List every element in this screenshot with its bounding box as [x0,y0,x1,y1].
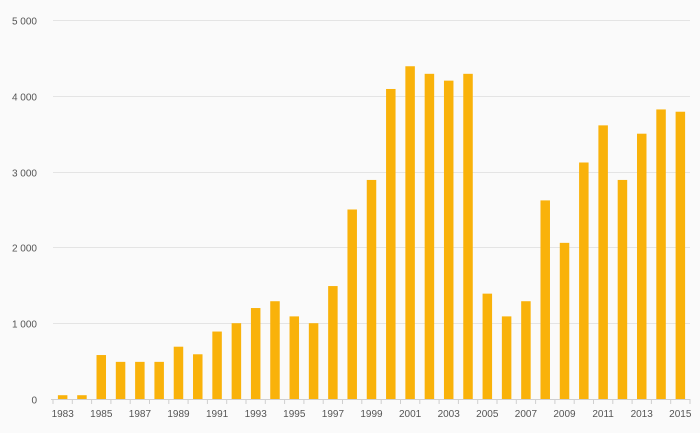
y-tick-label: 5 000 [12,17,37,28]
bar-1986 [115,361,126,399]
y-axis-tick-labels: 0 1 000 2 000 3 000 4 000 5 000 [12,17,37,407]
x-tick-label: 1985 [90,409,113,420]
bars [57,66,686,400]
bar-2004 [463,73,473,399]
bar-1983 [57,395,68,399]
x-tick-label: 2005 [476,409,499,420]
y-tick-label: 3 000 [12,169,37,180]
x-axis-ticks: 1983 1985 1987 1989 1991 1993 1995 1997 1999 2001… [52,399,692,420]
y-tick-label: 1 000 [12,320,37,331]
bar-2007 [521,301,531,399]
bar-1996 [308,323,319,399]
bar-1994 [270,301,280,399]
bar-1991 [212,331,222,399]
bar-1984 [77,395,87,399]
bar-2000 [386,88,396,399]
bar-2012 [617,179,628,399]
bar-2003 [443,80,454,399]
bar-2006 [501,316,512,399]
bar-1998 [347,209,357,399]
x-tick-label: 1991 [206,409,229,420]
bar-1985 [96,355,107,399]
bar-2002 [424,73,435,399]
x-tick-label: 2003 [438,409,461,420]
bar-2013 [636,133,647,399]
bar-2014 [656,109,666,399]
x-tick-label: 2013 [631,409,654,420]
y-tick-label: 4 000 [12,93,37,104]
bar-2011 [598,125,608,400]
bar-2009 [559,242,570,399]
bar-2015 [675,111,686,399]
bar-1995 [289,316,300,399]
bar-1997 [328,286,338,399]
bar-2008 [540,200,550,399]
x-tick-label: 1995 [283,409,306,420]
bar-1993 [250,308,261,399]
bar-1989 [173,346,184,399]
bar-1992 [231,323,242,399]
bar-1988 [154,361,164,399]
bar-2010 [579,162,589,399]
x-tick-label: 1987 [129,409,152,420]
x-tick-label: 2011 [592,409,614,420]
y-tick-label: 0 [31,396,37,407]
x-tick-label: 1989 [167,409,190,420]
x-tick-label: 1983 [52,409,75,420]
x-tick-label: 2007 [515,409,538,420]
bar-2005 [482,293,493,399]
bar-1990 [193,354,203,399]
y-tick-label: 2 000 [12,244,37,255]
x-tick-label: 2009 [553,409,576,420]
x-tick-label: 2015 [669,409,692,420]
bar-1987 [135,361,145,399]
x-tick-label: 1997 [322,409,345,420]
x-tick-label: 2001 [399,409,422,420]
x-tick-label: 1999 [360,409,383,420]
bar-2001 [405,66,415,400]
x-tick-label: 1993 [245,409,268,420]
bar-1999 [366,179,377,399]
